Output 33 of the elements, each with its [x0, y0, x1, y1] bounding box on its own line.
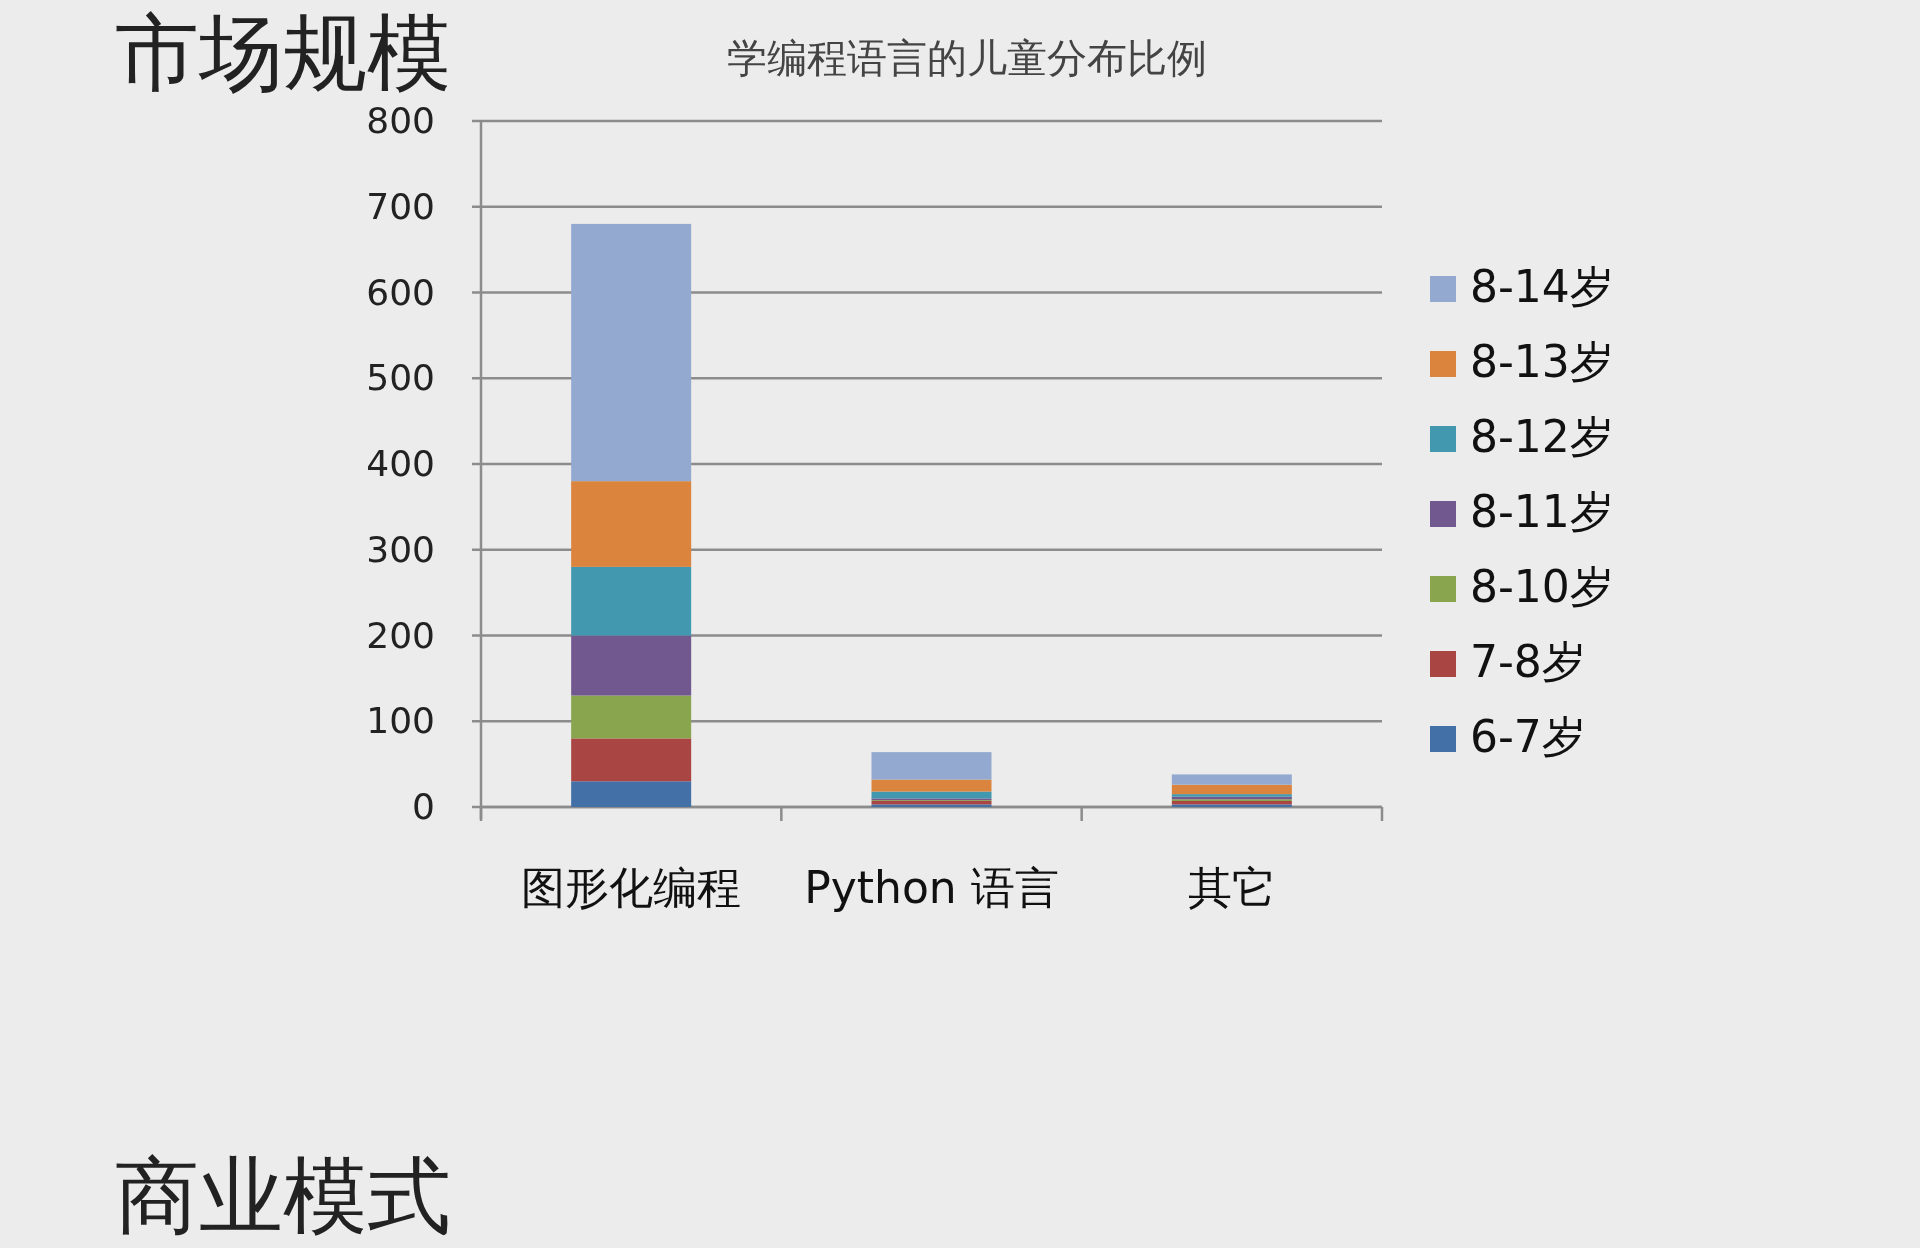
bar [871, 752, 992, 780]
y-tick-label: 700 [366, 185, 435, 227]
chart-title: 学编程语言的儿童分布比例 [727, 35, 1207, 81]
legend-label: 8-10岁 [1470, 561, 1614, 612]
legend-label: 7-8岁 [1470, 636, 1586, 687]
y-tick-label: 100 [366, 700, 435, 742]
bar [571, 781, 692, 807]
x-tick-label: 图形化编程 [521, 862, 742, 913]
bar [571, 481, 692, 567]
y-tick-label: 0 [412, 786, 435, 827]
legend-label: 6-7岁 [1470, 711, 1586, 762]
bar [871, 779, 992, 792]
y-tick-label: 200 [366, 614, 435, 656]
bar [571, 695, 692, 739]
y-tick-label: 400 [366, 443, 435, 484]
y-tick-label: 800 [366, 100, 435, 141]
x-tick-label: 其它 [1187, 862, 1276, 913]
legend-label: 8-13岁 [1470, 336, 1614, 387]
bar [571, 738, 692, 782]
bar [571, 223, 692, 482]
text: 市场规模 [115, 4, 451, 102]
y-tick-label: 500 [366, 357, 435, 399]
bar [571, 566, 692, 636]
y-tick-label: 300 [366, 528, 435, 570]
legend-label: 8-14岁 [1470, 261, 1614, 312]
bar [1171, 784, 1292, 795]
y-tick-label: 600 [366, 271, 435, 313]
legend-label: 8-12岁 [1470, 411, 1614, 462]
bar [1171, 774, 1292, 785]
bar [571, 635, 692, 696]
legend-label: 8-11岁 [1470, 486, 1614, 537]
text: 商业模式 [115, 1147, 451, 1245]
x-tick-label: Python 语言 [804, 862, 1059, 913]
